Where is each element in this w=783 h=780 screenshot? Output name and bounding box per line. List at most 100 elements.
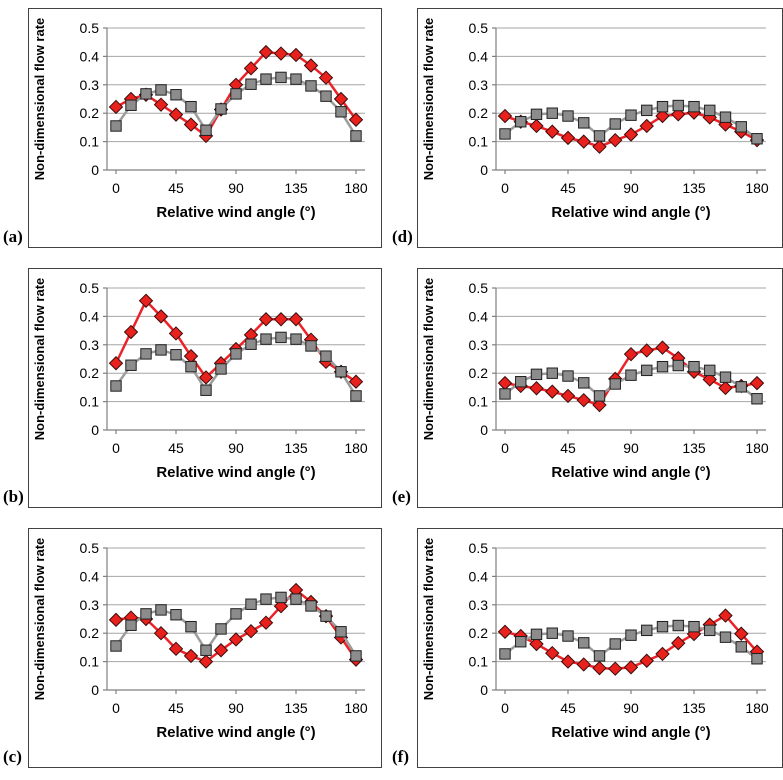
- gray-square-line: [114, 596, 358, 657]
- y-tick-label: 0.5: [469, 20, 489, 36]
- red-diamond-marker: [123, 324, 139, 340]
- gray-square-marker: [275, 591, 287, 604]
- x-tick-label: 90: [228, 440, 244, 456]
- red-diamond-marker: [718, 380, 733, 396]
- gray-square-marker: [200, 124, 212, 136]
- gray-square-marker: [546, 107, 558, 119]
- y-tick-label: 0.4: [469, 48, 489, 64]
- gray-square-marker: [609, 638, 621, 650]
- y-axis-title: Non-dimensional flow rate: [32, 278, 47, 441]
- gray-square-marker: [290, 73, 302, 85]
- gray-square-marker: [155, 344, 167, 356]
- gray-square-marker: [656, 620, 669, 633]
- x-tick-label: 135: [284, 700, 308, 716]
- x-tick-label: 45: [168, 700, 184, 716]
- x-tick-label: 90: [228, 700, 244, 716]
- y-tick-label: 0.2: [469, 365, 489, 381]
- panel-label-c: (c): [3, 747, 22, 766]
- y-tick-label: 0: [91, 162, 99, 178]
- red-diamond-marker: [153, 309, 169, 324]
- x-tick-label: 90: [623, 700, 639, 716]
- x-axis-title: Relative wind angle (°): [551, 464, 710, 481]
- red-diamond-marker: [153, 97, 169, 112]
- gray-square-marker: [593, 650, 606, 662]
- gray-square-marker: [530, 108, 543, 121]
- gray-square-marker: [641, 624, 653, 637]
- gray-square-marker: [140, 348, 152, 360]
- x-tick-label: 180: [745, 440, 769, 456]
- red-diamond-marker: [639, 343, 654, 358]
- gray-square-marker: [704, 364, 716, 377]
- gray-square-marker: [260, 333, 272, 345]
- red-diamond-marker: [623, 127, 639, 142]
- gray-square-marker: [515, 636, 527, 648]
- x-tick-label: 135: [682, 700, 706, 716]
- gray-square-marker: [110, 380, 122, 392]
- gray-square-marker: [290, 593, 302, 605]
- red-diamond-marker: [592, 660, 607, 676]
- x-tick-label: 90: [623, 440, 639, 456]
- red-diamond-marker: [108, 356, 124, 371]
- gray-square-marker: [230, 608, 242, 620]
- gray-square-marker: [125, 359, 137, 371]
- y-tick-label: 0.1: [469, 134, 489, 150]
- chart-box-d: 0 0.1 0.2 0.3 0.4 0.5 0 45 90 135 180 Non-dimension…: [417, 8, 783, 248]
- red-diamond-marker: [655, 340, 670, 355]
- gray-square-marker: [499, 128, 511, 140]
- chart-svg-c: 0 0.1 0.2 0.3 0.4 0.5 0 45 90 135 180 Non-dimension…: [32, 538, 368, 741]
- red-diamond-marker: [183, 648, 199, 664]
- gray-square-marker: [305, 80, 317, 92]
- y-tick-label: 0: [91, 682, 99, 698]
- red-diamond-line: [114, 298, 357, 383]
- red-diamond-marker: [348, 112, 364, 127]
- red-diamond-marker: [702, 372, 717, 387]
- x-tick-label: 180: [745, 180, 769, 196]
- gray-square-marker: [320, 350, 332, 362]
- red-diamond-marker: [288, 47, 304, 63]
- x-tick-label: 180: [344, 440, 368, 456]
- red-diamond-marker: [108, 99, 124, 115]
- gray-square-marker: [688, 360, 700, 373]
- gray-square-marker: [320, 610, 332, 622]
- gray-square-marker: [530, 368, 543, 381]
- red-diamond-marker: [497, 624, 513, 639]
- red-diamond-marker: [348, 374, 364, 389]
- y-tick-label: 0: [91, 422, 99, 438]
- gray-square-marker: [578, 377, 590, 389]
- gray-square-marker: [562, 630, 574, 642]
- y-tick-label: 0: [480, 422, 488, 438]
- y-tick-label: 0.1: [80, 654, 100, 670]
- gray-square-marker: [499, 648, 511, 660]
- chart-svg-a: 0 0.1 0.2 0.3 0.4 0.5 0 45 90 135 180 Non-dimension…: [32, 18, 368, 221]
- gray-square-marker: [562, 370, 574, 382]
- gray-square-marker: [140, 608, 152, 620]
- y-tick-label: 0.2: [469, 625, 489, 641]
- red-diamond-marker: [749, 375, 765, 391]
- x-tick-label: 0: [501, 440, 509, 456]
- gray-square-marker: [578, 637, 590, 649]
- gray-square-marker: [170, 349, 182, 361]
- y-tick-label: 0.3: [80, 337, 100, 353]
- x-tick-label: 135: [682, 180, 706, 196]
- gray-square-marker: [688, 100, 700, 113]
- red-diamond-marker: [228, 632, 244, 647]
- y-tick-label: 0.4: [80, 48, 100, 64]
- gray-square-marker: [562, 110, 574, 122]
- red-diamond-marker: [592, 397, 607, 413]
- x-axis-title: Relative wind angle (°): [156, 724, 315, 741]
- panel-a: 0 0.1 0.2 0.3 0.4 0.5 0 45 90 135 180 Non-dimension…: [0, 0, 392, 260]
- red-diamond-marker: [288, 312, 304, 327]
- y-tick-label: 0.1: [80, 394, 100, 410]
- y-tick-label: 0.1: [469, 654, 489, 670]
- gray-square-marker: [215, 103, 227, 115]
- red-diamond-marker: [138, 293, 154, 308]
- gray-square-marker: [751, 133, 763, 145]
- panel-label-f: (f): [392, 747, 409, 766]
- gray-square-marker: [719, 631, 732, 643]
- y-tick-label: 0.2: [469, 105, 489, 121]
- red-diamond-marker: [243, 624, 259, 639]
- y-tick-label: 0: [480, 682, 488, 698]
- panel-f: 0 0.1 0.2 0.3 0.4 0.5 0 45 90 135 180 Non-dimension…: [392, 520, 783, 780]
- x-tick-label: 135: [682, 440, 706, 456]
- gray-square-marker: [625, 369, 637, 381]
